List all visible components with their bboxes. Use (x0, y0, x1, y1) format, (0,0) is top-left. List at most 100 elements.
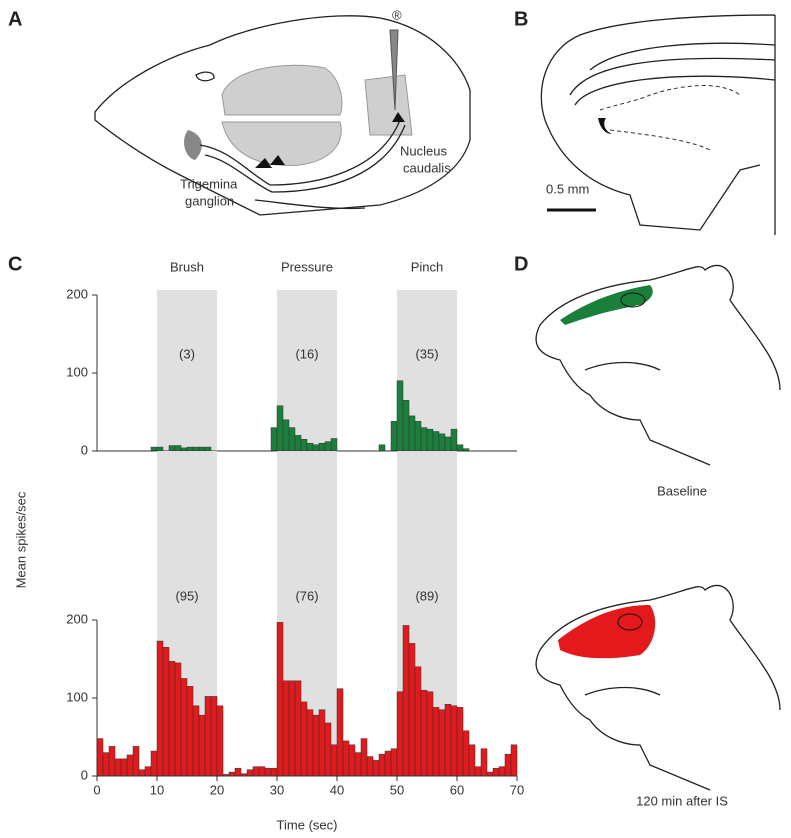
y-tick-label: 100 (66, 364, 88, 379)
bar (276, 622, 284, 777)
bar (108, 746, 116, 777)
bar (456, 444, 464, 452)
bar (150, 446, 158, 452)
bar (414, 421, 422, 452)
bar (402, 625, 410, 777)
neuron-count: (95) (175, 588, 198, 603)
bar (324, 441, 332, 452)
bar (216, 705, 224, 777)
bar (432, 707, 440, 777)
bar (372, 760, 380, 777)
y-axis-label: Mean spikes/sec (13, 491, 28, 588)
x-tick-label: 70 (510, 782, 524, 797)
bar (318, 442, 326, 452)
bar (282, 680, 290, 777)
electrode-mark: ® (392, 7, 402, 22)
y-tick-label: 0 (81, 767, 88, 782)
bar (198, 714, 206, 777)
panel-letter: B (514, 8, 528, 30)
bar (498, 766, 506, 777)
bar (288, 427, 296, 452)
bar (102, 752, 110, 777)
bar (168, 661, 176, 777)
ganglion-label: ganglion (185, 193, 234, 208)
stimulus-title: Pressure (281, 259, 333, 274)
y-tick-label: 100 (66, 689, 88, 704)
condition-label: Baseline (657, 483, 707, 498)
ganglion-label: Trigemina (180, 176, 238, 191)
x-tick-label: 40 (330, 782, 344, 797)
bar (426, 691, 434, 777)
bar (162, 647, 170, 777)
bar (270, 767, 278, 777)
bar (408, 415, 416, 452)
bar (312, 714, 320, 777)
panel-letter: A (8, 8, 22, 30)
neuron-count: (3) (179, 346, 195, 361)
bar (420, 427, 428, 452)
bar (330, 744, 338, 777)
x-tick-label: 30 (270, 782, 284, 797)
x-tick-label: 10 (150, 782, 164, 797)
bar (360, 738, 368, 777)
rat-head-diagram (94, 15, 471, 216)
bar (306, 442, 314, 452)
bar (264, 767, 272, 777)
neuron-count: (89) (415, 588, 438, 603)
bar (294, 435, 302, 452)
stimulus-title: Brush (170, 259, 204, 274)
bar (132, 746, 140, 777)
bar (294, 680, 302, 777)
stimulus-title: Pinch (411, 259, 444, 274)
panel-letter: C (8, 253, 22, 275)
bar (456, 707, 464, 777)
bar (390, 748, 398, 777)
bar (396, 691, 404, 777)
bar (324, 722, 332, 777)
neuron-count: (16) (295, 346, 318, 361)
bar (384, 750, 392, 777)
bar (204, 696, 212, 777)
bar (192, 705, 200, 777)
bar (198, 446, 206, 452)
stimulus-shading (157, 290, 217, 451)
bar (486, 771, 494, 777)
bar (378, 753, 386, 777)
x-tick-label: 20 (210, 782, 224, 797)
x-tick-label: 50 (390, 782, 404, 797)
bar (396, 380, 404, 452)
bar (438, 433, 446, 452)
bar (270, 427, 278, 452)
bar (174, 445, 182, 452)
bar (246, 769, 254, 777)
panel-letter: D (514, 253, 528, 275)
histograms: Brush(3)Pressure(16)Pinch(35)0100200(95)… (13, 259, 524, 832)
bar (186, 686, 194, 777)
bar (414, 666, 422, 777)
bar (228, 771, 236, 777)
bar (426, 428, 434, 452)
bar (288, 680, 296, 777)
bar (312, 444, 320, 452)
bar (354, 752, 362, 777)
bar (96, 738, 104, 777)
bar (252, 766, 260, 777)
bar (342, 740, 350, 777)
bar (402, 400, 410, 452)
bar (480, 748, 488, 777)
bar (444, 436, 452, 452)
bar (378, 444, 386, 452)
nucleus-label: caudalis (403, 160, 451, 175)
y-tick-label: 200 (66, 611, 88, 626)
bar (126, 754, 134, 777)
y-tick-label: 0 (81, 442, 88, 457)
bar (450, 428, 458, 452)
bar (408, 643, 416, 777)
bar (438, 709, 446, 777)
bar (156, 446, 164, 452)
neuron-count: (35) (415, 346, 438, 361)
bar (348, 744, 356, 777)
bar (432, 431, 440, 452)
bar (174, 662, 182, 777)
